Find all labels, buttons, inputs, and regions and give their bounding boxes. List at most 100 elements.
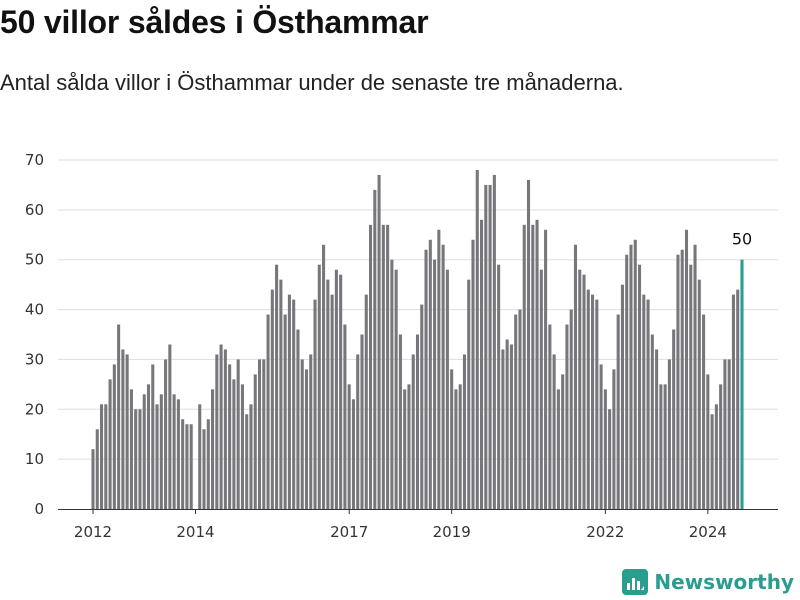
bar bbox=[526, 179, 531, 509]
bar bbox=[151, 364, 155, 509]
bar bbox=[471, 239, 475, 509]
bar bbox=[146, 384, 151, 509]
bar bbox=[121, 349, 125, 509]
bar bbox=[556, 389, 560, 509]
bar bbox=[313, 299, 317, 509]
bar bbox=[104, 404, 108, 509]
bar bbox=[159, 394, 163, 509]
bar bbox=[232, 379, 236, 509]
page-title: 50 villor såldes i Östhammar bbox=[0, 4, 429, 40]
newsworthy-logo-icon bbox=[622, 569, 649, 595]
bar bbox=[283, 314, 287, 509]
bar bbox=[390, 259, 394, 509]
bars bbox=[91, 169, 744, 510]
x-tick-label: 2017 bbox=[330, 523, 368, 541]
bar bbox=[142, 394, 146, 509]
bar bbox=[373, 189, 377, 509]
x-tick-label: 2024 bbox=[689, 523, 727, 541]
bar bbox=[347, 384, 351, 509]
bar bbox=[407, 384, 411, 509]
bar bbox=[292, 299, 296, 509]
page-subtitle: Antal sålda villor i Östhammar under de … bbox=[0, 70, 624, 95]
labels: 0 10 20 30 40 50 60 70 50 2012 2014 2017 2019 2022 202… bbox=[25, 151, 752, 541]
bar bbox=[304, 369, 309, 509]
bar bbox=[522, 224, 526, 510]
bar bbox=[561, 374, 565, 509]
bar bbox=[257, 359, 262, 509]
bar bbox=[202, 429, 206, 509]
bar bbox=[719, 384, 723, 509]
y-tick-label: 10 bbox=[25, 450, 44, 468]
bar bbox=[548, 324, 552, 509]
brand[interactable]: Newsworthy bbox=[622, 569, 794, 595]
bar bbox=[591, 294, 595, 509]
bar bbox=[608, 409, 612, 509]
bar bbox=[168, 344, 172, 509]
bar bbox=[219, 344, 223, 509]
bar bbox=[586, 289, 590, 509]
bar bbox=[403, 389, 407, 509]
bar bbox=[134, 409, 138, 509]
bar bbox=[275, 264, 279, 509]
bar bbox=[415, 334, 420, 509]
bar bbox=[731, 294, 735, 509]
bar bbox=[437, 229, 441, 510]
bar bbox=[736, 289, 740, 509]
bar bbox=[176, 399, 180, 509]
bar bbox=[198, 404, 202, 509]
x-tick-label: 2022 bbox=[586, 523, 624, 541]
bar bbox=[386, 224, 390, 510]
bar bbox=[334, 269, 338, 509]
bar bbox=[475, 169, 479, 509]
bar bbox=[360, 334, 364, 509]
bar bbox=[633, 239, 637, 509]
bar bbox=[138, 409, 142, 509]
highlight-bar bbox=[740, 259, 744, 509]
bar bbox=[706, 374, 710, 509]
bar bbox=[433, 259, 437, 509]
bar bbox=[599, 364, 603, 509]
bar bbox=[531, 224, 535, 510]
bar bbox=[727, 359, 731, 509]
bar bbox=[266, 314, 270, 509]
bar bbox=[655, 349, 659, 509]
bar bbox=[240, 384, 244, 509]
brand-name: Newsworthy bbox=[654, 570, 794, 594]
x-tick-label: 2014 bbox=[176, 523, 214, 541]
bar bbox=[680, 249, 684, 509]
bar bbox=[462, 354, 467, 509]
highlight-value-label: 50 bbox=[732, 230, 752, 249]
bar bbox=[270, 289, 274, 509]
bar bbox=[398, 334, 402, 509]
y-tick-label: 40 bbox=[25, 301, 44, 319]
bar bbox=[300, 359, 304, 509]
bar bbox=[445, 269, 449, 509]
bar bbox=[714, 404, 718, 509]
bar bbox=[454, 389, 458, 509]
bar bbox=[108, 379, 112, 509]
bar bbox=[411, 354, 415, 509]
y-tick-label: 0 bbox=[34, 500, 44, 518]
bar bbox=[420, 304, 424, 509]
bar bbox=[710, 414, 714, 509]
bar bbox=[95, 429, 99, 509]
bar bbox=[424, 249, 428, 509]
bar bbox=[368, 224, 373, 510]
bar bbox=[684, 229, 689, 510]
bar bbox=[339, 274, 343, 509]
x-tick-label: 2012 bbox=[74, 523, 112, 541]
bar bbox=[228, 364, 232, 509]
bar bbox=[693, 244, 697, 509]
bar bbox=[689, 264, 693, 509]
bar bbox=[117, 324, 121, 509]
bar bbox=[189, 424, 193, 509]
bar bbox=[667, 359, 671, 509]
bar bbox=[569, 309, 573, 509]
bar bbox=[544, 229, 548, 510]
bar bbox=[206, 419, 210, 509]
bar bbox=[223, 349, 227, 509]
bar bbox=[155, 404, 159, 509]
bar bbox=[330, 294, 334, 509]
bar bbox=[309, 354, 313, 509]
